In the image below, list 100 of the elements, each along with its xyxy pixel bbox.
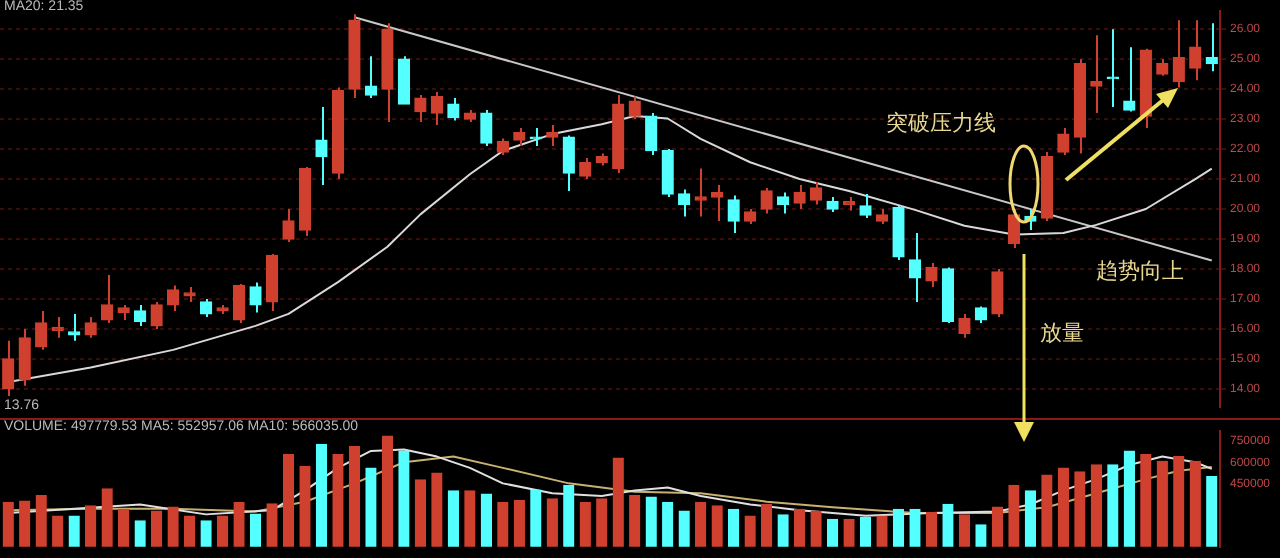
bar	[958, 514, 971, 547]
candlestick	[364, 55, 378, 100]
bar	[249, 513, 262, 547]
bar	[826, 518, 839, 547]
candlestick	[661, 148, 674, 199]
bar	[35, 494, 47, 547]
bar	[678, 510, 690, 547]
candlestick	[1123, 46, 1136, 113]
candlestick	[480, 109, 493, 148]
bar	[1074, 471, 1086, 547]
bar	[1206, 475, 1218, 547]
bar	[612, 457, 624, 547]
candlestick	[776, 191, 790, 215]
candlestick	[991, 267, 1004, 318]
bar	[480, 493, 493, 547]
bar	[744, 515, 756, 547]
candlestick	[84, 315, 97, 339]
bar	[777, 514, 789, 547]
candlestick	[908, 231, 922, 303]
candlestick	[925, 261, 938, 288]
bar	[101, 488, 113, 547]
candlestick	[397, 55, 411, 106]
bar	[563, 484, 575, 547]
bar	[85, 505, 97, 547]
bar	[167, 506, 179, 547]
bar	[909, 508, 921, 547]
bar	[513, 499, 525, 547]
bar	[1057, 467, 1070, 547]
annotation: 放量	[1040, 320, 1084, 346]
bar	[150, 510, 163, 547]
bar	[365, 467, 377, 547]
bar	[52, 515, 64, 547]
candlestick	[859, 193, 872, 219]
bar	[859, 516, 872, 547]
bar	[282, 454, 295, 547]
candlestick	[232, 282, 246, 324]
bar	[1008, 484, 1020, 547]
bar	[431, 472, 443, 547]
candlestick	[678, 188, 691, 218]
bar	[629, 494, 641, 547]
candlestick	[1106, 28, 1119, 109]
candlestick	[645, 112, 658, 157]
candlestick	[892, 205, 905, 261]
annotation: 趋势向上	[1096, 258, 1184, 284]
bar	[1189, 460, 1201, 547]
candlestick	[711, 184, 724, 222]
bar	[117, 508, 130, 547]
bar	[414, 479, 427, 547]
bar	[348, 445, 361, 547]
candlestick	[1189, 19, 1202, 82]
bar	[2, 501, 14, 547]
bar	[1156, 460, 1168, 547]
bar	[464, 490, 476, 547]
bar	[925, 512, 938, 547]
candlestick	[1007, 208, 1021, 249]
bar	[216, 515, 229, 547]
bar	[1107, 464, 1119, 547]
bar	[497, 501, 509, 547]
bar	[892, 508, 905, 547]
bar	[1123, 450, 1135, 547]
candlestick	[315, 106, 328, 187]
bar	[183, 515, 196, 547]
bar	[579, 501, 591, 547]
bar	[596, 498, 608, 547]
bar	[727, 508, 740, 547]
bar	[991, 506, 1004, 547]
bar	[134, 520, 146, 547]
bar	[1024, 490, 1037, 547]
candlestick	[1090, 34, 1103, 115]
bar	[332, 454, 344, 547]
bar	[645, 496, 657, 547]
bar	[546, 498, 558, 547]
bar	[233, 501, 245, 547]
bar	[1140, 454, 1152, 547]
bar	[793, 508, 806, 547]
bar	[711, 505, 723, 547]
bar	[1041, 474, 1053, 547]
bar	[315, 443, 328, 547]
candlestick	[562, 134, 575, 193]
bar	[299, 465, 311, 547]
bar	[843, 518, 855, 547]
bar	[381, 435, 394, 547]
candlestick	[414, 94, 427, 124]
candlestick	[2, 339, 15, 398]
candlestick	[265, 252, 279, 312]
annotation: 突破压力线	[886, 110, 996, 136]
candlestick	[18, 327, 31, 387]
candlestick	[793, 184, 806, 210]
bar	[695, 501, 707, 547]
bar	[266, 503, 278, 547]
bar	[200, 520, 212, 547]
bar	[1090, 464, 1103, 547]
bar	[975, 524, 987, 547]
candlestick	[727, 194, 740, 234]
candlestick	[101, 273, 114, 324]
bar	[662, 501, 674, 547]
candlestick	[51, 315, 64, 339]
bar	[1173, 456, 1185, 547]
bar	[447, 490, 460, 547]
bar	[19, 500, 31, 547]
